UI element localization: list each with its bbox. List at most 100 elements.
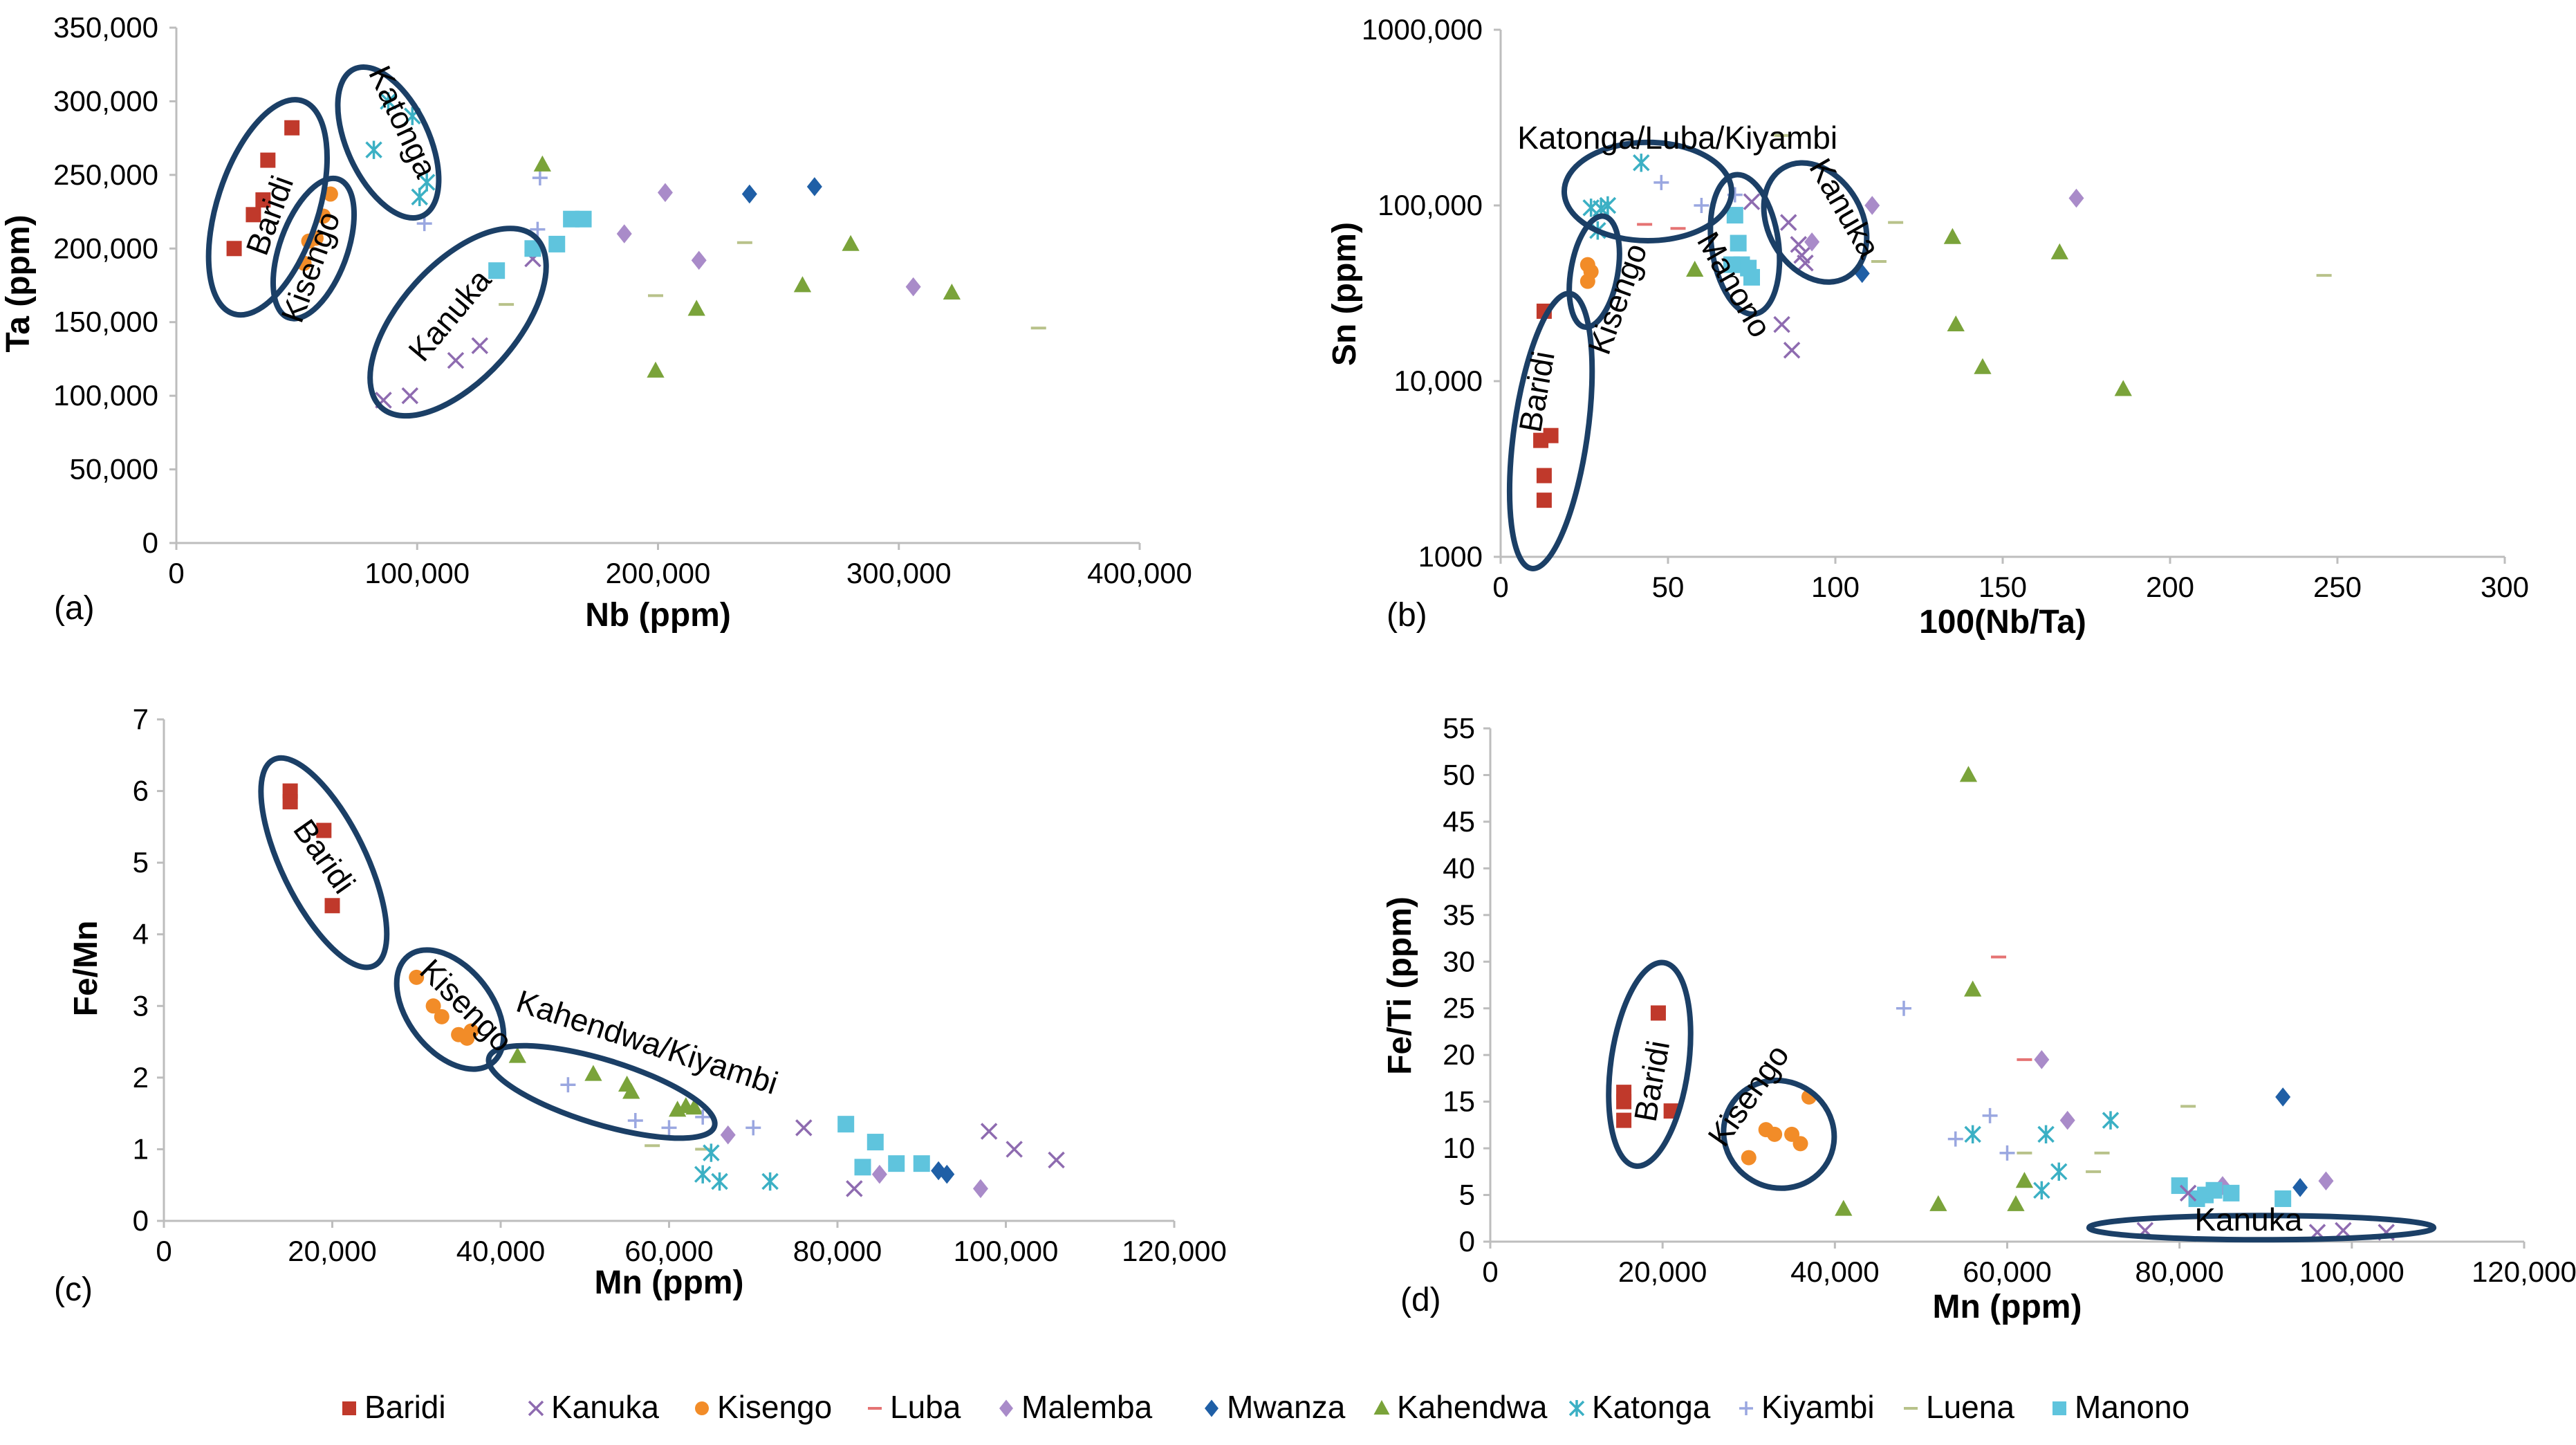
legend-label: Kisengo [717,1389,832,1425]
data-point-kisengo [409,969,425,985]
group-ellipse [1566,213,1622,330]
y-axis-title: Fe/Ti (ppm) [1382,896,1418,1075]
x-tick-label: 200 [2146,571,2194,603]
data-point-katonga [1599,196,1617,215]
data-point-kahendwa [2007,1195,2025,1211]
data-point-baridi [1616,1112,1632,1128]
data-point-kanuka [1797,255,1814,272]
y-tick-label: 0 [142,526,158,559]
data-point-baridi [316,822,332,838]
data-point-katonga [2037,1125,2055,1144]
data-point-kanuka [980,1123,998,1140]
y-tick-label: 1000 [1418,540,1483,573]
group-label: Katonga/Luba/Kiyambi [1517,120,1837,156]
data-point-baridi [1650,1005,1666,1021]
data-point-manono [1730,234,1747,252]
square-marker [342,1401,356,1415]
legend-item-manono: Manono [2053,1389,2189,1425]
circle-marker [695,1401,709,1415]
data-point-katonga [703,1143,720,1162]
data-point-baridi [1543,427,1559,443]
y-tick-label: 4 [133,918,149,950]
data-point-malemba [1864,196,1880,215]
x-tick-label: 40,000 [456,1235,545,1267]
data-point-kiyambi [1947,1131,1963,1147]
group-ellipse [205,97,330,318]
group-label: Kanuka [2194,1202,2302,1237]
y-tick-label: 50 [1443,758,1475,791]
y-tick-label: 100,000 [1378,189,1483,221]
group-ellipse [270,175,358,322]
data-point-baridi [1536,468,1552,484]
data-point-kanuka [1048,1151,1065,1169]
legend-label: Mwanza [1227,1389,1346,1425]
legend-item-kisengo: Kisengo [695,1389,832,1425]
data-point-kahendwa [622,1083,640,1099]
data-point-malemba [720,1125,736,1145]
data-point-malemba [2034,1050,2050,1069]
x-tick-label: 20,000 [288,1235,376,1267]
x-tick-label: 400,000 [1087,557,1192,589]
data-point-malemba [691,250,707,270]
x-tick-label: 100 [1811,571,1860,603]
legend-label: Katonga [1592,1389,1711,1425]
y-tick-label: 150,000 [53,306,158,338]
panel-label: (a) [54,590,95,627]
data-point-manono [548,235,566,252]
legend: Baridi Kanuka Kisengo Luba Malemba Mwanza Kahe… [342,1389,2189,1425]
y-tick-label: 0 [133,1204,149,1237]
y-tick-label: 5 [133,846,149,878]
data-point-manono [2223,1184,2240,1202]
panel-d-scatter: 0 20,000 40,000 60,000 80,000 100,000 120,000 0… [1382,712,2576,1325]
legend-item-luba: Luba [868,1389,961,1425]
data-point-kahendwa [1964,980,1982,997]
legend-label: Kiyambi [1761,1389,1875,1425]
data-point-katonga [694,1165,712,1184]
data-point-kanuka [1773,315,1790,333]
data-point-kanuka [2179,1184,2197,1202]
group-ellipse [1561,139,1734,244]
data-point-kiyambi [1694,198,1709,213]
y-tick-label: 100,000 [53,379,158,412]
group-label: Katonga [362,60,445,183]
data-point-kanuka [846,1180,863,1197]
data-point-baridi [1616,1094,1632,1110]
x-tick-label: 250 [2313,571,2362,603]
data-point-manono [575,210,592,228]
x-tick-label: 120,000 [1122,1235,1227,1267]
data-point-malemba [905,277,921,297]
legend-item-luena: Luena [1904,1389,2014,1425]
group-label: Kahendwa/Kiyambi [512,983,783,1101]
x-axis-title: Nb (ppm) [585,597,731,634]
y-tick-label: 55 [1443,712,1475,744]
data-point-kahendwa [2015,1172,2034,1188]
data-point-mwanza [2292,1178,2308,1197]
diamond-marker [999,1399,1013,1417]
data-point-kisengo [1579,273,1595,289]
legend-label: Baridi [364,1389,446,1425]
legend-item-malemba: Malemba [999,1389,1153,1425]
data-point-baridi [255,192,271,208]
y-tick-label: 1000,000 [1362,13,1483,46]
data-point-kahendwa [1835,1199,1853,1216]
data-point-manono [2205,1181,2223,1199]
x-tick-label: 0 [156,1235,172,1267]
data-point-kisengo [1767,1126,1783,1142]
y-tick-label: 7 [133,703,149,735]
data-point-kahendwa [508,1047,526,1063]
x-tick-label: 100,000 [954,1235,1059,1267]
group-label: Kisengo [1581,239,1654,359]
x-tick-label: 150 [1979,571,2027,603]
data-point-malemba [2318,1171,2334,1191]
data-point-kahendwa [2050,243,2068,259]
data-point-kiyambi [1896,1000,1911,1016]
data-point-katonga [1964,1125,1981,1144]
data-point-kiyambi [695,1109,711,1125]
asterisk-marker [1568,1400,1585,1417]
y-tick-label: 200,000 [53,232,158,264]
y-tick-label: 35 [1443,899,1475,931]
group-ellipse [393,947,507,1072]
data-point-kahendwa [943,283,961,300]
data-point-kahendwa [1959,766,1978,782]
legend-label: Malemba [1021,1389,1153,1425]
